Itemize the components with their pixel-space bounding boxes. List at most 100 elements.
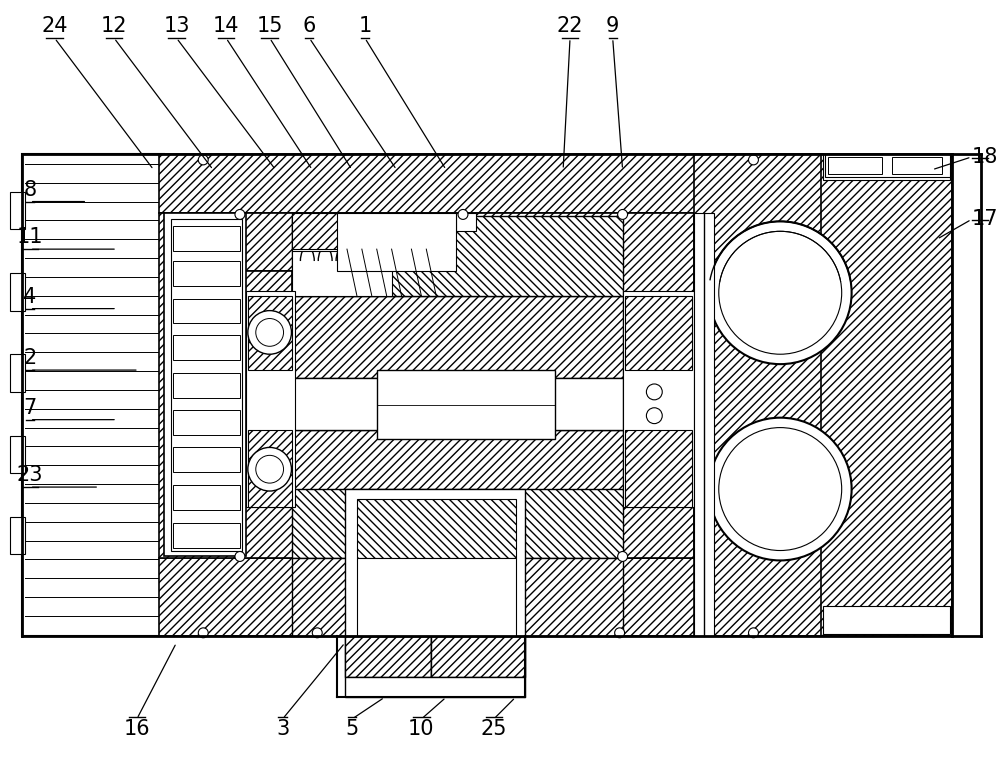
Bar	[828, 157, 882, 174]
Bar	[625, 296, 692, 370]
Bar	[159, 559, 821, 636]
Bar	[345, 677, 525, 697]
Bar	[240, 271, 292, 507]
Circle shape	[709, 418, 852, 560]
Bar	[623, 291, 694, 507]
Bar	[173, 335, 240, 360]
Bar	[292, 217, 623, 296]
Bar	[292, 214, 337, 251]
Text: 11: 11	[16, 227, 43, 247]
Bar	[292, 217, 392, 296]
Bar	[345, 636, 431, 677]
Bar	[292, 489, 623, 559]
Circle shape	[235, 210, 245, 220]
Bar	[292, 378, 623, 429]
Circle shape	[749, 155, 758, 165]
Text: 16: 16	[124, 719, 150, 739]
Circle shape	[256, 455, 284, 483]
Bar	[248, 429, 292, 507]
Bar	[173, 373, 240, 397]
Text: 12: 12	[101, 16, 127, 36]
Bar	[345, 636, 431, 677]
Bar	[292, 214, 367, 249]
Bar	[823, 154, 950, 179]
Circle shape	[458, 210, 468, 220]
Bar	[823, 606, 950, 634]
Circle shape	[198, 155, 208, 165]
Text: 24: 24	[41, 16, 68, 36]
Bar	[10, 517, 25, 555]
Bar	[159, 154, 821, 214]
Text: 22: 22	[557, 16, 583, 36]
Text: 2: 2	[23, 348, 36, 368]
Bar	[337, 214, 456, 271]
Bar	[248, 296, 292, 370]
Circle shape	[719, 231, 842, 354]
Circle shape	[615, 628, 625, 638]
Circle shape	[248, 311, 291, 354]
Bar	[292, 214, 337, 231]
Circle shape	[646, 408, 662, 423]
Bar	[171, 220, 242, 550]
Circle shape	[618, 210, 628, 220]
Bar	[173, 485, 240, 510]
Bar	[10, 192, 25, 230]
Bar	[173, 226, 240, 251]
Circle shape	[618, 552, 628, 562]
Bar	[357, 499, 516, 559]
Bar	[240, 214, 664, 271]
Bar	[164, 214, 246, 556]
Bar	[246, 291, 295, 507]
Bar	[173, 299, 240, 324]
Circle shape	[646, 384, 662, 400]
Circle shape	[256, 318, 284, 347]
Bar	[10, 273, 25, 311]
Text: 23: 23	[16, 465, 43, 485]
Bar	[240, 507, 664, 559]
Bar	[345, 489, 525, 636]
Text: 3: 3	[276, 719, 289, 739]
Bar	[292, 559, 426, 636]
Text: 17: 17	[972, 210, 998, 230]
Text: 7: 7	[23, 397, 36, 418]
Text: 6: 6	[303, 16, 316, 36]
Circle shape	[235, 552, 245, 562]
Bar	[821, 154, 952, 636]
Bar	[892, 157, 942, 174]
Bar	[456, 214, 476, 231]
Bar	[431, 636, 525, 677]
Circle shape	[719, 428, 842, 550]
Text: 10: 10	[408, 719, 435, 739]
Bar	[694, 214, 714, 636]
Text: 5: 5	[345, 719, 359, 739]
Circle shape	[312, 628, 322, 638]
Text: 8: 8	[23, 179, 36, 200]
Bar	[377, 370, 555, 439]
Bar	[357, 559, 516, 636]
Bar	[292, 296, 623, 378]
Text: 14: 14	[213, 16, 239, 36]
Bar	[825, 154, 950, 177]
Text: 1: 1	[358, 16, 371, 36]
Bar	[625, 429, 692, 507]
Circle shape	[709, 221, 852, 364]
Text: 25: 25	[480, 719, 507, 739]
Text: 15: 15	[256, 16, 283, 36]
Bar	[159, 214, 240, 559]
Circle shape	[198, 628, 208, 638]
Bar	[623, 214, 694, 559]
Bar	[476, 559, 623, 636]
Circle shape	[248, 448, 291, 491]
Circle shape	[749, 628, 758, 638]
Bar	[292, 429, 623, 507]
Text: 4: 4	[23, 287, 36, 306]
Text: 18: 18	[972, 147, 998, 167]
Bar	[173, 448, 240, 472]
Bar	[173, 261, 240, 286]
Bar	[173, 410, 240, 435]
Bar	[173, 523, 240, 547]
Bar	[10, 354, 25, 392]
Text: 9: 9	[606, 16, 619, 36]
Bar	[694, 154, 823, 636]
Bar	[431, 636, 525, 677]
